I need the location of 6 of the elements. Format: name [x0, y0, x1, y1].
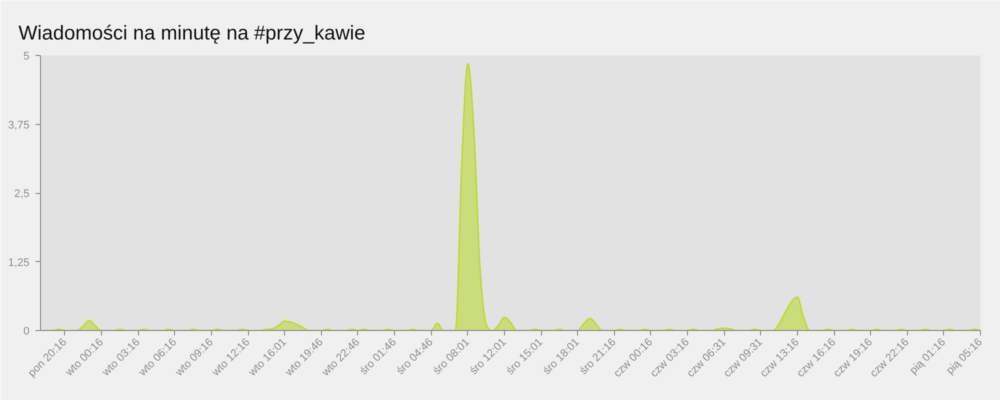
y-tick-label: 0	[23, 326, 30, 338]
y-tick-label: 2,5	[14, 188, 30, 200]
y-tick-label: 1,25	[8, 256, 30, 269]
chart-title: Wiadomości na minutę na #przy_kawie	[18, 22, 366, 44]
y-tick-label: 3,75	[8, 119, 30, 132]
y-tick-label: 5	[23, 50, 30, 62]
